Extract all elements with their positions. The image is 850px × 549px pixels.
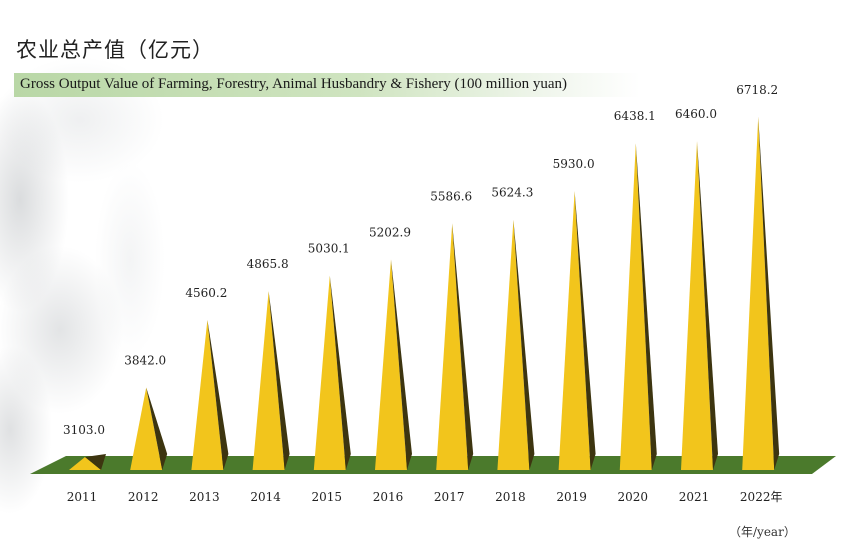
bar-2021-side xyxy=(697,141,718,470)
chart-subtitle-english: Gross Output Value of Farming, Forestry,… xyxy=(20,76,568,92)
data-label-2012: 3842.0 xyxy=(124,353,166,367)
bar-2022-side xyxy=(758,116,780,470)
x-tick-label-2017: 2017 xyxy=(434,490,465,504)
data-label-2020: 6438.1 xyxy=(614,109,656,123)
bar-2018-side xyxy=(513,219,535,470)
bar-2012-side xyxy=(146,387,168,470)
bar-2014-front xyxy=(252,291,285,470)
bar-2013-front xyxy=(191,319,224,470)
data-label-2018: 5624.3 xyxy=(491,186,533,200)
x-tick-label-2015: 2015 xyxy=(312,490,343,504)
x-tick-label-2012: 2012 xyxy=(128,490,159,504)
bar-2019-side xyxy=(574,190,596,470)
x-tick-label-2020: 2020 xyxy=(618,490,649,504)
x-tick-label-2022: 2022年 xyxy=(740,490,783,504)
bar-2012-front xyxy=(130,387,163,470)
bar-2016-front xyxy=(375,259,407,470)
bar-2019-front xyxy=(558,190,591,470)
data-label-2019: 5930.0 xyxy=(553,157,595,171)
bar-2015-side xyxy=(329,275,351,470)
x-tick-label-2021: 2021 xyxy=(679,490,710,504)
bar-2011-side xyxy=(85,454,106,470)
data-label-2016: 5202.9 xyxy=(369,225,411,239)
data-label-2014: 4865.8 xyxy=(247,257,289,271)
subtitle-band xyxy=(14,73,640,97)
bar-2020-side xyxy=(635,143,657,470)
bar-2013-side xyxy=(207,319,229,470)
data-label-2011: 3103.0 xyxy=(63,423,105,437)
bar-2015-front xyxy=(313,275,346,470)
bar-2020-front xyxy=(619,143,652,470)
bar-2021-front xyxy=(681,141,713,470)
x-tick-label-2013: 2013 xyxy=(189,490,220,504)
bar-2011-front xyxy=(69,457,101,470)
data-label-2022: 6718.2 xyxy=(736,83,778,97)
bar-2016-side xyxy=(391,259,412,470)
bar-2014-side xyxy=(268,291,290,470)
x-axis-unit-label: （年/year） xyxy=(729,525,796,539)
data-label-2013: 4560.2 xyxy=(185,286,227,300)
x-tick-label-2014: 2014 xyxy=(250,490,281,504)
x-tick-label-2019: 2019 xyxy=(556,490,587,504)
bar-2017-front xyxy=(436,223,469,470)
x-tick-label-2011: 2011 xyxy=(67,490,98,504)
bar-2018-front xyxy=(497,219,530,470)
data-label-2015: 5030.1 xyxy=(308,242,350,256)
x-tick-label-2018: 2018 xyxy=(495,490,526,504)
bar-2022-front xyxy=(742,116,775,470)
x-tick-label-2016: 2016 xyxy=(373,490,404,504)
chart-title-chinese: 农业总产值（亿元） xyxy=(16,38,214,62)
data-label-2017: 5586.6 xyxy=(430,189,472,203)
bar-2017-side xyxy=(452,223,474,470)
data-label-2021: 6460.0 xyxy=(675,107,717,121)
